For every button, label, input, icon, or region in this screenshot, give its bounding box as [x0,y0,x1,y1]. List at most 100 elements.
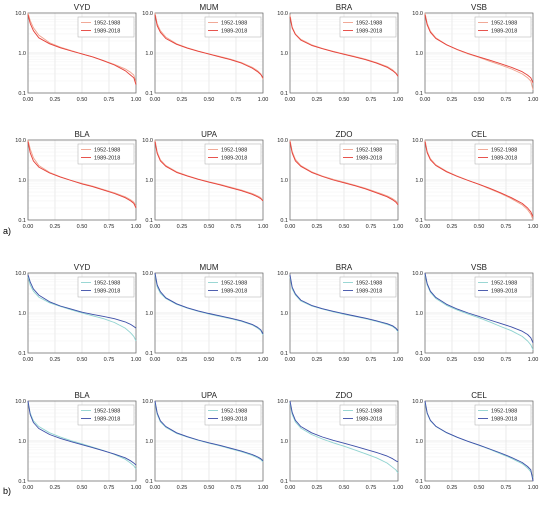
legend-label: 1952-1988 [491,281,517,287]
x-tick-label: 0.00 [23,224,34,230]
series-line-1952-1988 [289,139,399,204]
legend-label: 1989-2018 [94,156,120,162]
plot-frame [289,12,399,94]
legend-box [474,16,532,38]
series-line-1989-2018 [289,400,399,463]
y-tick-label: 0.1 [415,351,423,357]
series-line-1952-1988 [27,276,137,342]
chart-title: UPA [201,391,218,400]
y-tick-label: 10.0 [15,271,26,277]
y-tick-label: 10.0 [277,399,288,405]
x-tick-label: 0.50 [204,224,215,230]
y-tick-label: 1.0 [18,439,26,445]
legend-label: 1989-2018 [221,156,247,162]
x-tick-label: 0.00 [150,97,161,103]
series-line-1989-2018 [27,274,137,329]
chart-title: ZDO [336,130,353,139]
y-tick-label: 0.1 [415,91,423,97]
chart-panel-a-zdo: ZDO 0.00 0.25 0.50 0.75 1.00 0.1 1.0 10.0 1952-19… [277,130,403,230]
legend-label: 1989-2018 [221,29,247,35]
x-tick-label: 0.50 [339,97,350,103]
x-tick-label: 0.75 [501,357,512,363]
x-tick-label: 0.00 [420,485,431,491]
chart-title: BRA [336,263,353,272]
legend-box [339,143,397,165]
legend-box [204,16,262,38]
chart-panel-b-upa: UPA 0.00 0.25 0.50 0.75 1.00 0.1 1.0 10.0 1952-19… [142,391,268,491]
series-line-1989-2018 [154,400,264,462]
series-line-1989-2018 [424,14,534,83]
x-tick-label: 0.25 [447,485,458,491]
series-line-1952-1988 [424,274,534,350]
chart-title: BLA [74,391,90,400]
plot-frame [27,139,137,221]
legend-label: 1952-1988 [491,409,517,415]
x-tick-label: 1.00 [393,485,404,491]
x-tick-label: 0.50 [204,485,215,491]
legend-label: 1989-2018 [491,289,517,295]
legend-label: 1989-2018 [356,417,382,423]
y-tick-label: 10.0 [277,11,288,17]
x-tick-label: 0.50 [77,485,88,491]
x-tick-label: 0.25 [312,485,323,491]
series-line-1989-2018 [154,272,264,335]
x-tick-label: 0.75 [366,97,377,103]
y-tick-label: 0.1 [415,218,423,224]
chart-panel-a-bla: BLA 0.00 0.25 0.50 0.75 1.00 0.1 1.0 10.0 1952-19… [15,130,141,230]
y-tick-label: 10.0 [15,399,26,405]
series-line-1989-2018 [424,272,534,343]
x-tick-label: 0.25 [50,485,61,491]
plot-frame [154,272,264,354]
x-tick-label: 0.75 [366,357,377,363]
series-line-1989-2018 [289,274,399,331]
x-tick-label: 0.00 [285,224,296,230]
x-tick-label: 0.25 [177,97,188,103]
chart-title: VSB [471,3,487,12]
chart-panel-a-mum: MUM 0.00 0.25 0.50 0.75 1.00 0.1 1.0 10.0 1952-19… [142,3,268,103]
y-tick-label: 10.0 [142,399,153,405]
x-tick-label: 0.50 [339,485,350,491]
series-line-1989-2018 [424,141,534,217]
series-line-1952-1988 [27,139,137,207]
legend-label: 1989-2018 [356,289,382,295]
x-tick-label: 1.00 [131,97,142,103]
x-tick-label: 0.25 [312,224,323,230]
y-tick-label: 1.0 [415,439,423,445]
chart-title: MUM [199,263,218,272]
x-tick-label: 1.00 [393,224,404,230]
chart-panel-b-bla: BLA 0.00 0.25 0.50 0.75 1.00 0.1 1.0 10.0 1952-19… [15,391,141,491]
y-tick-label: 10.0 [412,11,423,17]
plot-frame [27,400,137,482]
series-line-1952-1988 [289,402,399,474]
plot-frame [289,400,399,482]
x-tick-label: 1.00 [528,485,539,491]
chart-title: VYD [74,3,91,12]
y-tick-label: 1.0 [415,178,423,184]
y-tick-label: 0.1 [145,91,153,97]
x-tick-label: 0.50 [77,357,88,363]
y-tick-label: 0.1 [18,351,26,357]
x-tick-label: 0.50 [474,224,485,230]
legend-box [474,276,532,298]
y-tick-label: 0.1 [280,218,288,224]
chart-title: VSB [471,263,487,272]
x-tick-label: 0.50 [339,357,350,363]
x-tick-label: 0.25 [447,357,458,363]
chart-title: CEL [471,130,487,139]
legend-label: 1989-2018 [356,156,382,162]
y-tick-label: 10.0 [15,138,26,144]
x-tick-label: 0.25 [177,224,188,230]
y-tick-label: 0.1 [280,91,288,97]
x-tick-label: 0.00 [285,97,296,103]
y-tick-label: 10.0 [277,138,288,144]
x-tick-label: 0.75 [231,224,242,230]
legend-label: 1952-1988 [491,148,517,154]
x-tick-label: 0.00 [23,485,34,491]
series-line-1952-1988 [154,274,264,336]
x-tick-label: 0.00 [420,357,431,363]
chart-title: VYD [74,263,91,272]
y-tick-label: 0.1 [415,479,423,485]
x-tick-label: 0.75 [104,224,115,230]
legend-box [339,276,397,298]
